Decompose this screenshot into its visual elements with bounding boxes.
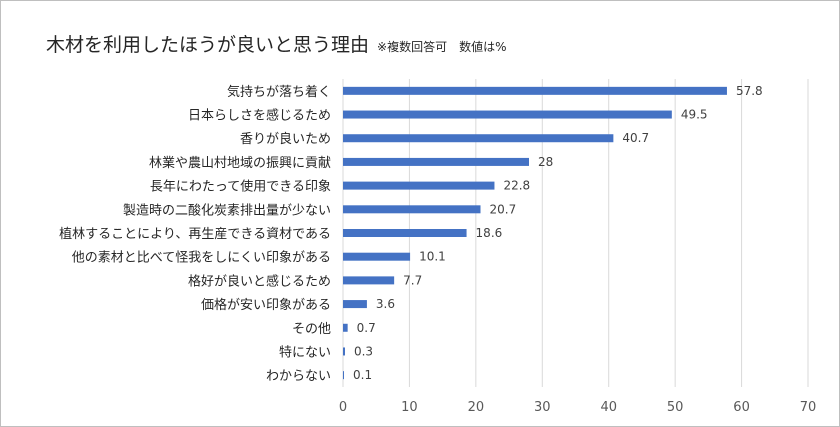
category-label: 林業や農山村地域の振興に貢献 [149, 155, 331, 171]
bar [343, 134, 614, 143]
category-label: 格好が良いと感じるため [188, 273, 331, 289]
x-tick-label: 60 [733, 400, 750, 415]
bar [343, 181, 495, 190]
data-label: 40.7 [622, 131, 649, 145]
data-label: 57.8 [736, 84, 763, 98]
category-label: 植林することにより、再生産できる資材である [59, 226, 331, 242]
category-label: 価格が安い印象がある [201, 297, 331, 313]
category-label: 日本らしさを感じるため [188, 108, 331, 124]
chart-subtitle: ※複数回答可 数値は% [377, 40, 507, 54]
data-label: 20.7 [490, 202, 517, 216]
data-label: 7.7 [403, 273, 422, 287]
chart-title: 木材を利用したほうが良いと思う理由 [46, 34, 370, 56]
bar [343, 157, 529, 166]
data-label: 0.3 [354, 344, 373, 358]
category-label: 特にない [279, 345, 331, 360]
data-label: 3.6 [376, 297, 395, 311]
bar [343, 371, 344, 380]
category-label: 製造時の二酸化炭素排出量が少ない [123, 203, 331, 218]
category-label: その他 [292, 322, 331, 337]
bar [343, 252, 411, 261]
data-label: 10.1 [419, 250, 446, 264]
category-label: 香りが良いため [240, 131, 331, 147]
data-label: 22.8 [503, 179, 530, 193]
x-tick-label: 20 [468, 400, 485, 415]
bar [343, 86, 727, 95]
x-tick-label: 30 [534, 400, 551, 415]
chart-title-block: 木材を利用したほうが良いと思う理由 ※複数回答可 数値は% [46, 30, 506, 57]
x-tick-label: 50 [667, 400, 684, 415]
category-label: 気持ちが落ち着く [227, 84, 331, 100]
bar [343, 300, 367, 309]
data-label: 28 [538, 155, 553, 169]
x-tick-label: 40 [600, 400, 617, 415]
bar [343, 276, 395, 285]
bar [343, 347, 345, 356]
category-label: わからない [266, 369, 331, 384]
data-label: 0.7 [357, 321, 376, 335]
data-label: 0.1 [353, 368, 372, 382]
data-label: 49.5 [681, 108, 708, 122]
bar [343, 323, 348, 332]
category-label: 他の素材と比べて怪我をしにくい印象がある [72, 251, 331, 266]
bar [343, 110, 672, 119]
x-tick-label: 70 [800, 400, 817, 415]
data-label: 18.6 [476, 226, 503, 240]
bar [343, 205, 481, 214]
x-tick-label: 0 [339, 400, 347, 415]
x-tick-label: 10 [401, 400, 418, 415]
bar [343, 229, 467, 237]
category-label: 長年にわたって使用できる印象 [150, 179, 331, 195]
